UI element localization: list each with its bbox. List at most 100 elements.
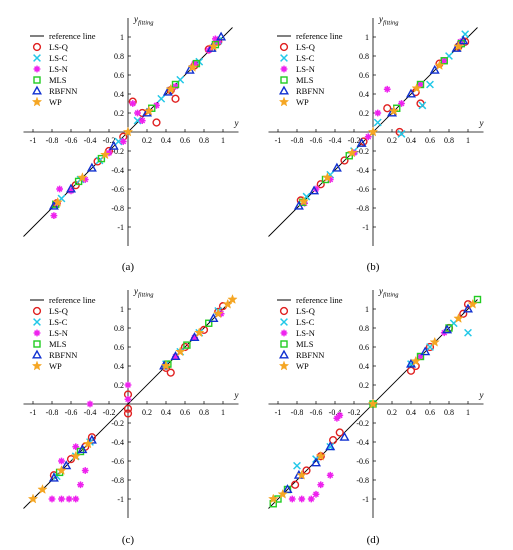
y-tick-label: -0.6 <box>356 185 369 194</box>
data-point <box>95 156 104 165</box>
panel-label: (b) <box>367 261 380 273</box>
legend-marker <box>280 318 288 326</box>
data-point <box>138 117 146 124</box>
y-tick-label: -0.8 <box>111 476 124 485</box>
data-point <box>416 352 425 361</box>
legend-label: MLS <box>49 339 67 349</box>
x-tick-label: -1 <box>30 408 37 417</box>
data-point <box>418 101 427 110</box>
panel-d: -1 -1 -0.8 -0.8 -0.6 -0.6 -0.4 -0.4 -0.2 -0.2 0.2 0… <box>267 286 484 546</box>
data-point <box>81 176 89 183</box>
data-point <box>406 358 416 368</box>
x-tick-label: -0.2 <box>348 408 361 417</box>
x-tick-label: 0.6 <box>425 136 435 145</box>
data-point <box>58 495 65 503</box>
data-point <box>397 129 406 138</box>
x-tick-label: -0.8 <box>46 136 59 145</box>
x-tick-label: 0.8 <box>199 408 209 417</box>
data-point <box>426 80 434 89</box>
data-point <box>420 346 431 356</box>
data-point <box>373 118 382 127</box>
legend-marker <box>32 306 42 316</box>
legend-label: LS-N <box>296 328 315 338</box>
data-point <box>333 414 341 422</box>
data-point <box>367 398 379 409</box>
legend-label: LS-Q <box>49 42 68 52</box>
data-point <box>124 381 132 389</box>
data-point <box>122 126 134 137</box>
data-point <box>108 140 119 150</box>
data-point <box>171 80 180 89</box>
legend-marker <box>279 85 289 95</box>
legend-label: LS-C <box>296 53 315 63</box>
legend-label: LS-C <box>49 53 68 63</box>
y-tick-label: -0.2 <box>111 419 124 428</box>
data-point <box>222 298 234 309</box>
data-point <box>172 83 179 90</box>
x-tick-label: -0.2 <box>348 136 361 145</box>
legend-marker <box>280 65 288 73</box>
data-point <box>50 212 58 219</box>
x-tick-label: 0.2 <box>387 408 397 417</box>
legend-marker <box>33 329 41 337</box>
data-point <box>288 495 296 503</box>
data-point <box>129 100 137 107</box>
y-tick-label: 0.4 <box>114 362 124 371</box>
series-wp <box>27 293 238 504</box>
data-point <box>105 149 113 157</box>
y-tick-label: 1 <box>365 305 369 314</box>
legend-marker <box>32 349 42 359</box>
data-point <box>336 412 344 419</box>
x-axis-label: y <box>479 390 484 400</box>
x-tick-label: 0.2 <box>387 136 397 145</box>
data-point <box>48 472 59 482</box>
x-tick-label: -0.6 <box>65 136 78 145</box>
data-point <box>388 105 400 116</box>
data-point <box>191 60 198 67</box>
y-tick-label: -0.2 <box>356 147 369 156</box>
y-axis-label: yfitting <box>133 286 154 299</box>
panel-a: -1 -1 -0.8 -0.8 -0.6 -0.6 -0.4 -0.4 -0.2 -0.2 0.2 0… <box>23 14 239 273</box>
y-tick-label: 0.8 <box>359 52 369 61</box>
data-point <box>340 156 349 165</box>
data-point <box>72 495 80 503</box>
data-point <box>364 133 372 141</box>
x-tick-label: 0.4 <box>406 408 416 417</box>
legend-label: reference line <box>296 295 343 305</box>
y-tick-label: -0.2 <box>356 419 369 428</box>
legend-label: reference line <box>49 31 96 41</box>
x-tick-label: -1 <box>275 408 282 417</box>
data-point <box>160 360 172 371</box>
x-tick-label: -0.4 <box>329 136 342 145</box>
data-point <box>174 346 186 357</box>
data-point <box>434 59 445 70</box>
data-point <box>37 483 48 494</box>
data-point <box>77 172 88 183</box>
legend-marker <box>33 340 41 348</box>
data-point <box>171 94 180 103</box>
legend-marker <box>33 65 41 73</box>
x-tick-label: -1 <box>275 136 282 145</box>
x-tick-label: 0.6 <box>425 408 435 417</box>
y-tick-label: -0.6 <box>111 185 124 194</box>
y-tick-label: 0.8 <box>359 324 369 333</box>
y-tick-label: -0.2 <box>111 147 124 156</box>
x-tick-label: 1 <box>466 408 470 417</box>
data-point <box>291 480 300 489</box>
data-point <box>417 81 424 88</box>
data-point <box>134 109 141 117</box>
data-point <box>165 83 177 94</box>
data-point <box>216 31 227 41</box>
legend-label: WP <box>49 361 62 371</box>
data-point <box>65 495 73 503</box>
legend-marker <box>280 76 288 84</box>
legend-label: LS-Q <box>296 306 315 316</box>
y-axis-label: yfitting <box>133 14 154 27</box>
x-tick-label: -0.6 <box>310 408 323 417</box>
panel-c: -1 -1 -0.8 -0.8 -0.6 -0.6 -0.4 -0.4 -0.2 -0.2 0.2 0… <box>23 286 239 546</box>
legend-marker <box>280 329 288 337</box>
y-tick-label: 0.6 <box>359 71 369 80</box>
